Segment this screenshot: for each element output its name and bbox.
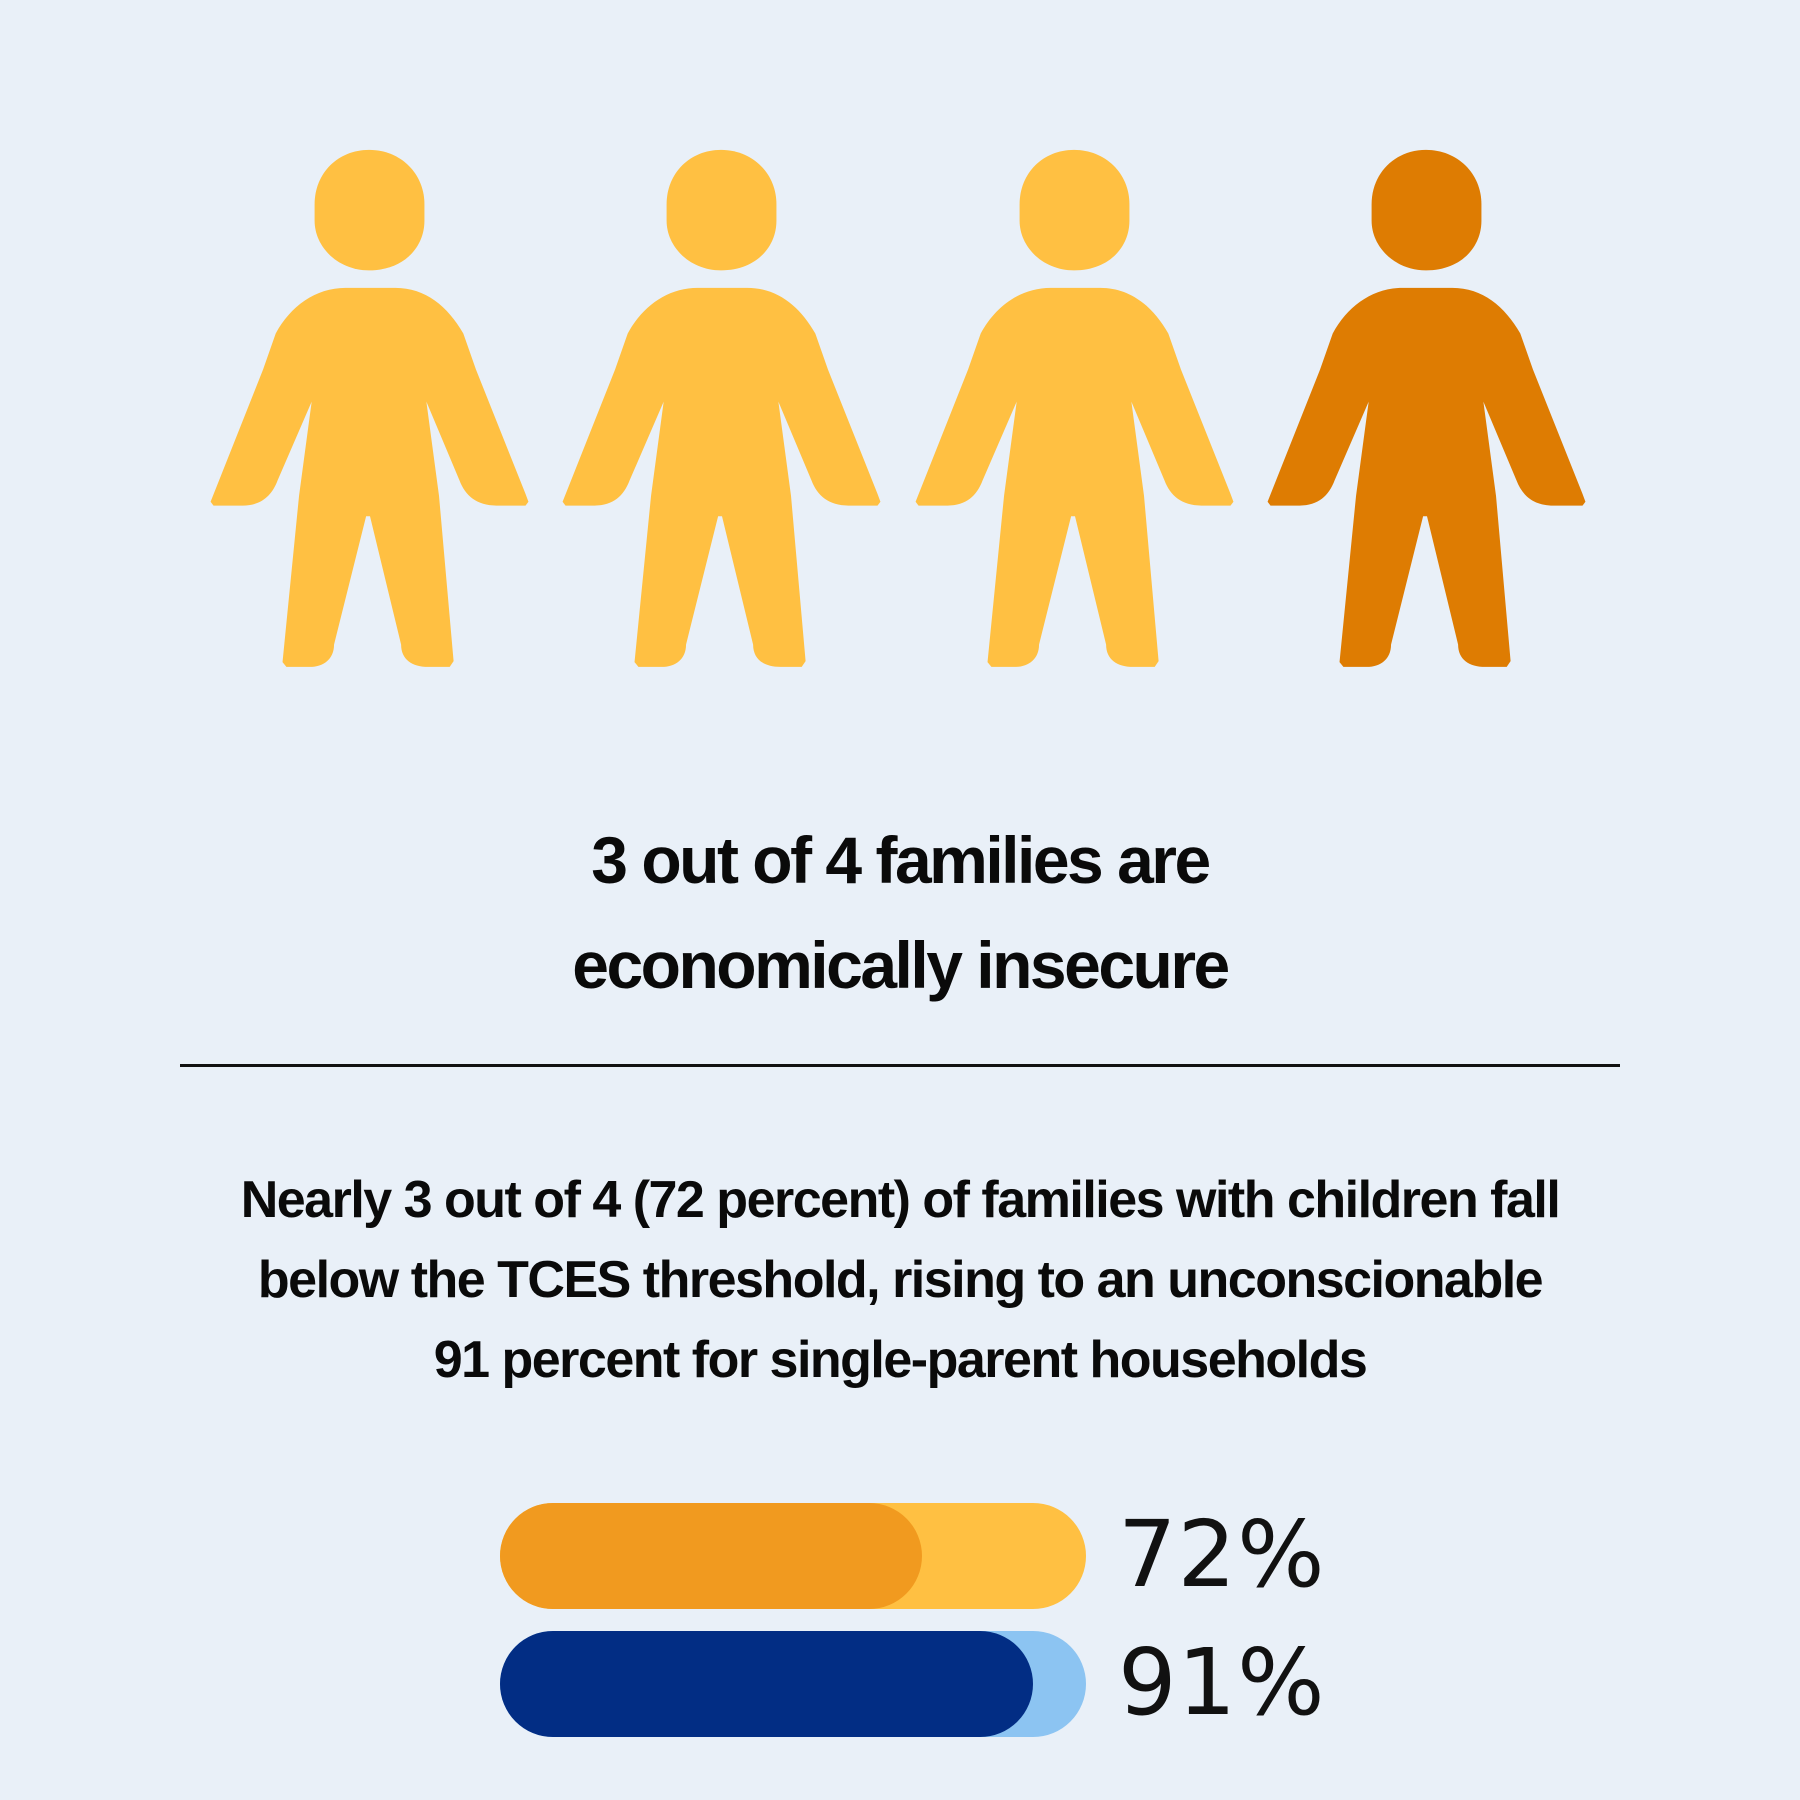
person-body <box>915 287 1234 667</box>
bar-label-72: 72% <box>1118 1501 1326 1608</box>
headline-line-2: economically insecure <box>572 928 1230 1002</box>
headline-line-1: 3 out of 4 families are <box>591 823 1211 897</box>
person-body <box>562 287 881 667</box>
person-icon <box>915 149 1234 667</box>
bar-row-91: 91% <box>500 1629 1324 1739</box>
person-head <box>666 149 777 271</box>
divider <box>180 1064 1620 1067</box>
description: Nearly 3 out of 4 (72 percent) of famili… <box>0 1160 1800 1400</box>
person-icon-highlighted <box>1267 149 1586 667</box>
people-pictogram <box>210 149 1586 667</box>
person-head <box>314 149 425 271</box>
person-icon <box>562 149 881 667</box>
person-body <box>1267 287 1586 667</box>
bar-fill-91 <box>500 1631 1033 1737</box>
bar-row-72: 72% <box>500 1501 1324 1611</box>
person-body <box>210 287 529 667</box>
bar-fill-72 <box>500 1503 922 1609</box>
person-head <box>1019 149 1130 271</box>
description-line-3: 91 percent for single-parent households <box>433 1331 1368 1389</box>
person-icon <box>210 149 529 667</box>
description-line-2: below the TCES threshold, rising to an u… <box>257 1251 1544 1309</box>
headline: 3 out of 4 families are economically ins… <box>0 808 1800 1018</box>
description-line-1: Nearly 3 out of 4 (72 percent) of famili… <box>240 1171 1561 1229</box>
person-head <box>1371 149 1482 271</box>
bar-label-91: 91% <box>1118 1629 1326 1736</box>
